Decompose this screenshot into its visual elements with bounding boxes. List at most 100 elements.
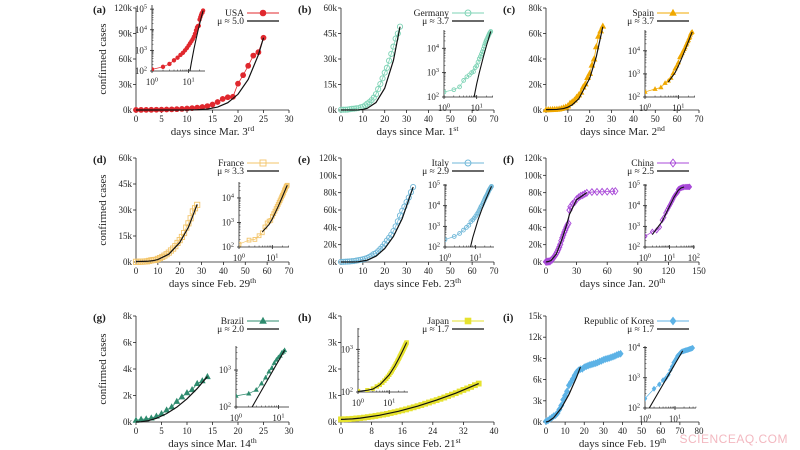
inset-y-tick-label-superscript: 3 [637, 372, 640, 379]
inset-data-point [471, 69, 476, 74]
legend-series-marker [669, 158, 677, 168]
legend-series-label: Japan [427, 317, 449, 327]
inset-x-tick-label-base: 10 [688, 253, 698, 263]
y-tick-label: 0k [123, 417, 133, 427]
data-point [617, 349, 624, 358]
inset-x-tick-label: 101 [266, 253, 278, 264]
inset-y-tick-label-superscript: 3 [228, 365, 231, 372]
inset-y-tick-label-base: 10 [222, 217, 232, 227]
inset-y-tick-label: 103 [628, 221, 640, 232]
inset-plot-area [445, 183, 494, 247]
inset-y-tick-label-base: 10 [341, 387, 351, 397]
data-point [604, 187, 611, 196]
inset-y-tick-label-superscript: 4 [637, 200, 641, 207]
x-tick-label: 20 [380, 266, 390, 276]
x-axis-label-superscript: th [455, 276, 461, 285]
inset-y-tick-label-base: 10 [219, 365, 229, 375]
data-point [240, 72, 246, 79]
inset-data-point [662, 80, 668, 85]
inset-data-point [258, 380, 265, 386]
inset-y-tick-label: 102 [628, 242, 640, 253]
y-tick-label: 15k [324, 80, 338, 90]
y-tick-label: 0k [533, 105, 543, 115]
x-tick-label: 30 [285, 114, 295, 124]
inset-x-tick-label-superscript: 1 [681, 103, 684, 110]
x-tick-label: 0 [339, 426, 344, 436]
watermark: SCIENCEAQ.COM [679, 432, 788, 446]
x-axis-label-superscript: th [660, 436, 666, 445]
x-tick-label: 0 [134, 114, 139, 124]
legend-fit-label: μ ≈ 1.7 [627, 325, 654, 335]
inset-y-tick-label-base: 10 [428, 242, 438, 252]
inset-y-tick-label-superscript: 2 [231, 242, 234, 249]
inset-x-tick-label-base: 10 [272, 413, 282, 423]
inset-fit-curve [470, 186, 493, 247]
data-point [561, 227, 568, 237]
inset-data-point [685, 183, 691, 191]
inset-y-tick-label-superscript: 2 [228, 402, 231, 409]
y-tick-label: 0k [328, 257, 338, 267]
inset-y-tick-label-superscript: 4 [637, 45, 641, 52]
inset-y-tick-label: 105 [135, 4, 147, 15]
inset-x-tick-label-superscript: 0 [648, 253, 651, 260]
y-tick-label: 40k [324, 222, 338, 232]
x-tick-label: 30 [402, 114, 412, 124]
y-tick-label: 1k [328, 391, 338, 401]
y-tick-label: 30k [119, 205, 133, 215]
x-axis-label-base: days since Mar. 14 [168, 438, 251, 450]
y-tick-label: 4k [328, 311, 338, 321]
y-tick-label: 2k [123, 391, 133, 401]
inset-y-tick-label-base: 10 [135, 4, 145, 14]
legend-series-label: France [218, 159, 244, 169]
x-tick-label: 10 [563, 114, 573, 124]
x-axis-label: days since Jan. 20th [580, 276, 666, 290]
y-tick-label: 100k [319, 170, 338, 180]
inset-data-point [476, 56, 482, 62]
inset-data-point [489, 183, 494, 189]
y-tick-label: 30k [119, 80, 133, 90]
data-point [555, 245, 562, 254]
x-axis-label-superscript: nd [657, 124, 665, 133]
y-tick-label: 6k [533, 375, 543, 385]
inset-x-tick-label: 101 [669, 414, 681, 425]
data-point [346, 106, 353, 113]
data-point [595, 32, 602, 39]
x-tick-label: 32 [459, 426, 468, 436]
y-tick-label: 60k [119, 54, 133, 64]
inset-y-tick-label-base: 10 [427, 43, 437, 53]
inset-data-point [488, 29, 494, 34]
data-point [204, 103, 211, 109]
inset-y-tick-label: 102 [135, 66, 147, 77]
data-point [410, 183, 417, 191]
inset-y-tick-label-superscript: 2 [437, 242, 440, 249]
inset-data-point [457, 84, 462, 90]
x-tick-label: 0 [544, 266, 549, 276]
inset-y-tick-label: 104 [427, 43, 440, 54]
data-point [381, 69, 388, 76]
data-point [567, 202, 574, 211]
inset-y-tick-label: 105 [428, 180, 440, 191]
inset-y-tick-label: 102 [219, 402, 231, 413]
inset-data-point [652, 86, 658, 91]
inset-data-point [672, 65, 678, 71]
inset-x-tick-label-superscript: 0 [361, 398, 364, 405]
x-axis-label-superscript: th [251, 436, 257, 445]
fit-curve [135, 376, 208, 423]
x-tick-label: 0 [134, 426, 139, 436]
inset-x-tick-label: 101 [470, 253, 482, 264]
inset-y-tick-label-superscript: 2 [436, 92, 439, 99]
panel-label: (e) [298, 154, 311, 166]
inset-y-tick-label-superscript: 3 [350, 344, 353, 351]
inset-data-point [687, 183, 693, 191]
y-tick-label: 40k [529, 222, 543, 232]
inset-series-line [645, 31, 693, 93]
data-point [396, 212, 404, 219]
inset-data-point [658, 84, 664, 90]
legend-series-marker [464, 9, 472, 17]
inset-data-point [478, 54, 483, 59]
x-tick-label: 30 [197, 266, 207, 276]
inset-x-tick-label-base: 10 [383, 398, 393, 408]
inset-data-point [654, 227, 660, 234]
